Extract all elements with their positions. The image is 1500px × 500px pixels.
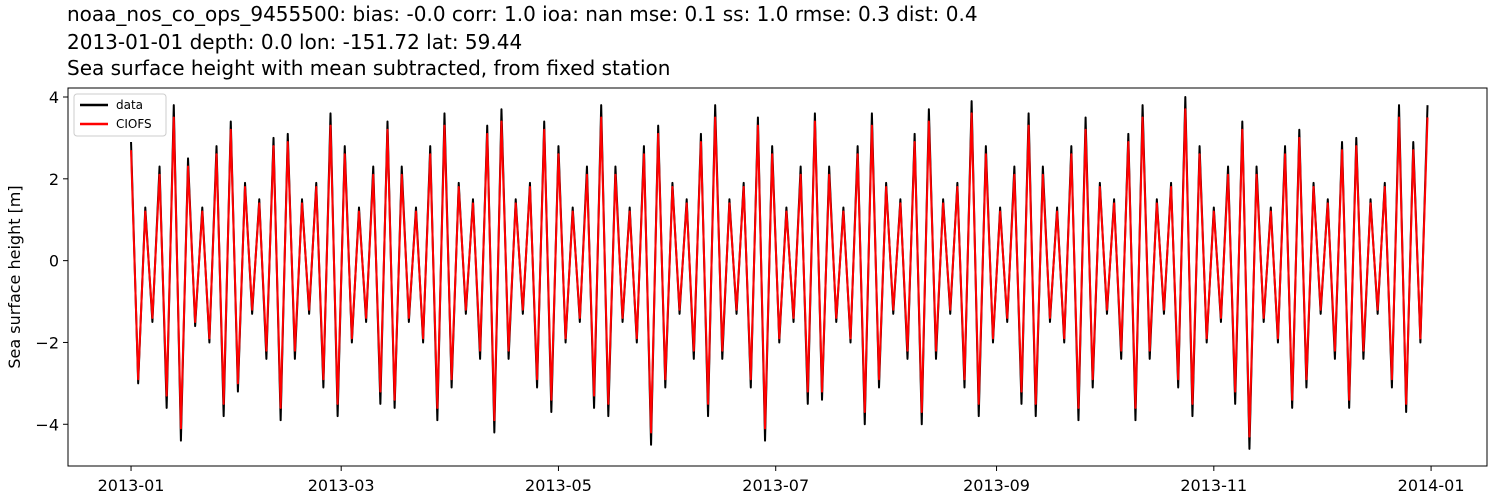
x-tick-label: 2013-03: [308, 476, 375, 495]
x-tick-label: 2014-01: [1398, 476, 1465, 495]
plot-frame: [67, 87, 1488, 467]
y-tick-label: 4: [49, 88, 59, 107]
y-tick-label: −4: [35, 415, 59, 434]
x-tick-label: 2013-05: [525, 476, 592, 495]
x-tick-label: 2013-09: [963, 476, 1030, 495]
y-tick-label: 0: [49, 252, 59, 271]
y-tick-label: −2: [35, 333, 59, 352]
chart-title: Sea surface height with mean subtracted,…: [67, 56, 670, 80]
chart-title: noaa_nos_co_ops_9455500: bias: -0.0 corr…: [67, 2, 978, 26]
y-axis-label: Sea surface height [m]: [5, 185, 24, 368]
legend-label: data: [116, 98, 143, 112]
x-tick-label: 2013-11: [1180, 476, 1247, 495]
x-tick-label: 2013-07: [742, 476, 809, 495]
y-tick-label: 2: [49, 170, 59, 189]
chart-title: 2013-01-01 depth: 0.0 lon: -151.72 lat: …: [67, 30, 522, 54]
plot-lines: [130, 96, 1429, 450]
x-tick-label: 2013-01: [98, 476, 165, 495]
legend-label: CIOFS: [116, 117, 152, 131]
series-line: [130, 108, 1429, 438]
legend: data CIOFS: [73, 93, 167, 137]
